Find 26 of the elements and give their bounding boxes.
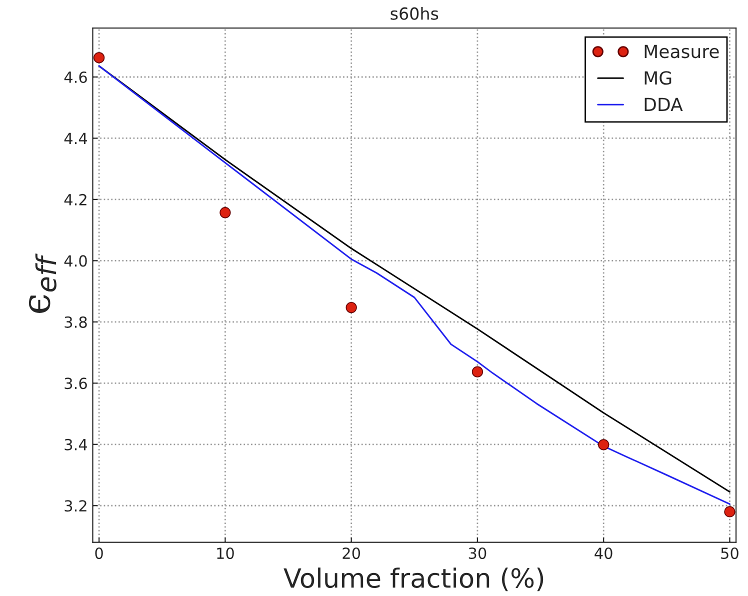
legend-label: MG bbox=[644, 71, 672, 85]
x-tick-label: 30 bbox=[468, 547, 486, 560]
x-tick-label: 0 bbox=[95, 547, 103, 560]
chart-title: s60hs bbox=[390, 7, 438, 20]
point bbox=[598, 439, 610, 450]
y-axis-title: ϵ$_{eff}$ bbox=[28, 253, 56, 313]
x-tick-label: 20 bbox=[342, 547, 360, 560]
y-tick-label: 4.2 bbox=[64, 194, 86, 206]
point bbox=[346, 302, 357, 314]
x-axis-title: Volume fraction (%) bbox=[284, 568, 544, 592]
x-tick-label: 40 bbox=[594, 547, 612, 560]
legend-label: Measure bbox=[644, 44, 719, 58]
y-tick-label: 3.6 bbox=[64, 378, 87, 390]
y-tick-label: 3.2 bbox=[64, 500, 86, 512]
legend-label: DDA bbox=[644, 98, 683, 111]
point bbox=[220, 207, 231, 218]
y-tick-label: 3.8 bbox=[64, 316, 87, 328]
point bbox=[93, 52, 105, 64]
y-tick-label: 4.4 bbox=[64, 132, 88, 144]
y-tick-label: 4.0 bbox=[64, 255, 87, 267]
point bbox=[724, 506, 736, 518]
x-tick-label: 10 bbox=[217, 547, 234, 560]
y-tick-label: 3.4 bbox=[64, 438, 88, 450]
x-tick-label: 50 bbox=[721, 547, 738, 560]
point bbox=[472, 366, 484, 378]
y-tick-label: 4.6 bbox=[64, 71, 87, 84]
